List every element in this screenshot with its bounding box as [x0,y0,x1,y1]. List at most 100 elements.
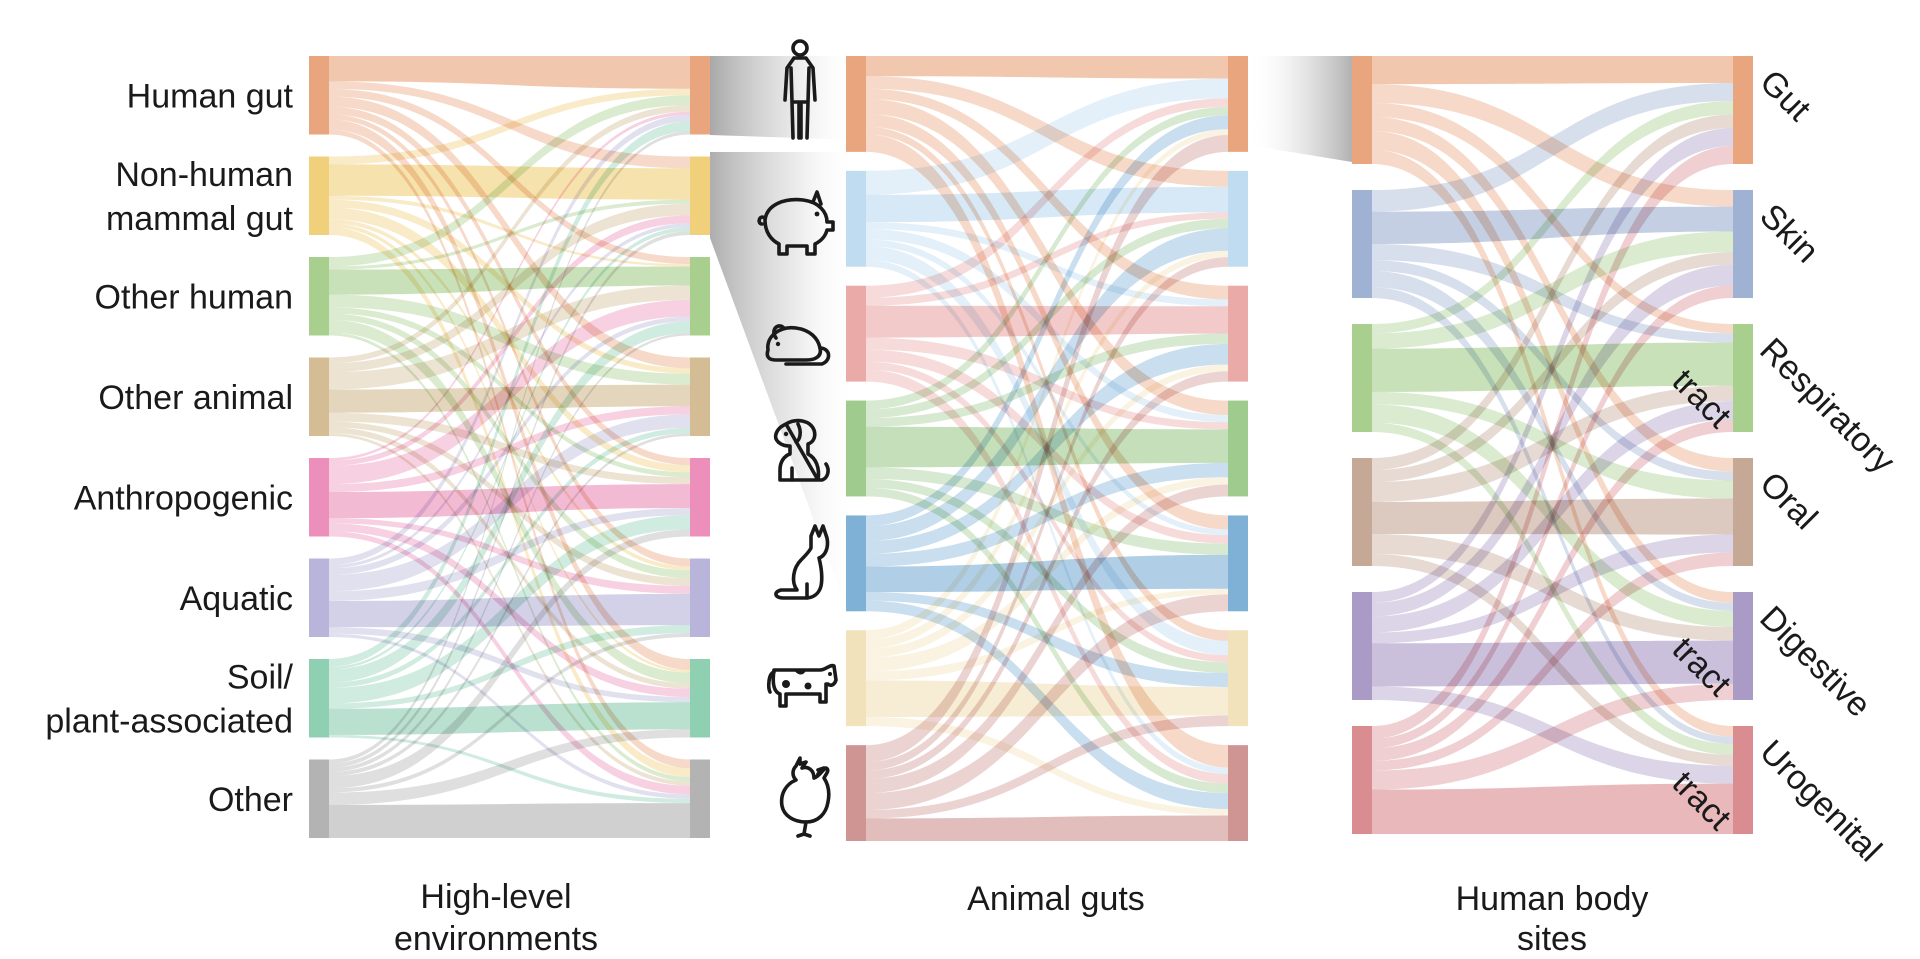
node-environments-right-4 [690,458,710,537]
env-label-other-animal-line-1: Other animal [98,379,293,417]
flow-environments-7-to-5 [329,633,690,793]
zoom-connector-nonhuman-gut [710,152,858,640]
node-body-sites-left-4 [1352,592,1372,700]
flow-animal-guts-2-to-0 [866,98,1228,298]
flow-animal-guts-6-to-3 [866,484,1228,794]
flow-animal-guts-6-to-0 [866,134,1228,763]
panel-title-environments-line-1: High-level [420,878,571,916]
body-label-oral-line-1: Oral [1752,465,1824,537]
panel-title-animal-guts: Animal guts [967,880,1145,918]
node-environments-left-2 [309,257,329,336]
env-label-soil-line-2: plant-associated [45,702,293,740]
flow-animal-guts-1-to-2 [866,222,1228,307]
node-body-sites-left-5 [1352,726,1372,834]
flow-body-sites-4-to-0 [1372,128,1733,603]
node-body-sites-right-0 [1733,56,1753,164]
flow-animal-guts-6-to-4 [866,594,1228,810]
node-body-sites-right-5 [1733,726,1753,834]
body-label-respiratory-line-1: Respiratory [1752,331,1902,481]
node-animal-guts-left-0 [846,56,866,152]
node-body-sites-right-3 [1733,458,1753,566]
node-environments-right-3 [690,357,710,436]
body-label-urogenital-line-1: Urogenital [1752,733,1888,869]
node-body-sites-right-4 [1733,592,1753,700]
flow-body-sites-0-to-0 [1372,56,1733,85]
body-label-gut: Gut [1752,63,1818,129]
node-animal-guts-right-5 [1228,630,1248,727]
rodent-icon [765,324,831,366]
node-environments-right-2 [690,257,710,336]
body-label-skin: Skin [1752,197,1826,271]
node-environments-right-0 [690,56,710,135]
flow-environments-0-to-0 [329,56,690,89]
flow-body-sites-3-to-0 [1372,114,1733,470]
flow-body-sites-5-to-3 [1372,552,1733,771]
node-animal-guts-left-6 [846,745,866,841]
zoom-connector-human-to-bodysites [1248,56,1352,162]
node-animal-guts-left-5 [846,630,866,727]
node-animal-guts-left-2 [846,285,866,382]
body-label-skin-line-1: Skin [1752,197,1826,271]
ribbons-environments [329,56,690,838]
env-label-non-human-line-2: mammal gut [106,200,294,238]
zoom-connectors [710,56,1352,640]
ribbons-animal-guts [866,56,1228,841]
flow-environments-3-to-1 [329,203,690,373]
flow-animal-guts-0-to-0 [866,56,1228,79]
dog-icon [773,418,830,482]
flow-environments-6-to-3 [329,427,690,688]
flow-animal-guts-6-to-6 [866,815,1228,841]
node-body-sites-left-0 [1352,56,1372,164]
node-animal-guts-left-3 [846,400,866,497]
flow-body-sites-5-to-5 [1372,783,1733,834]
panel-title-body-sites-line-1: Human body [1456,880,1649,918]
body-label-gut-line-1: Gut [1752,63,1818,129]
node-animal-guts-right-4 [1228,515,1248,612]
node-animal-guts-right-3 [1228,400,1248,497]
cow-icon [767,663,838,708]
flow-animal-guts-6-to-5 [866,715,1228,819]
flow-environments-6-to-5 [329,625,690,709]
node-environments-right-7 [690,759,710,838]
flow-environments-5-to-4 [329,507,690,602]
node-animal-guts-right-0 [1228,56,1248,152]
flow-environments-7-to-6 [329,729,690,805]
flow-environments-6-to-2 [329,321,690,683]
flow-environments-2-to-2 [329,266,690,295]
env-label-aquatic-line-1: Aquatic [180,580,293,618]
env-label-human-gut-line-1: Human gut [127,77,294,115]
node-animal-guts-right-2 [1228,285,1248,382]
env-label-soil-line-1: Soil/ [227,658,294,696]
chicken-icon [779,756,831,838]
flow-environments-7-to-7 [329,803,690,838]
flow-body-sites-5-to-1 [1372,285,1733,749]
flow-environments-1-to-2 [329,195,690,267]
human-icon [783,39,817,140]
node-environments-left-1 [309,156,329,235]
flow-animal-guts-6-to-2 [866,371,1228,779]
flow-environments-6-to-6 [329,702,690,735]
env-label-anthropogenic-line-1: Anthropogenic [74,479,293,517]
flow-environments-3-to-0 [329,105,690,364]
flow-environments-7-to-4 [329,529,690,789]
nodes-animal-guts-right [1228,56,1248,841]
env-label-other-line-1: Other [208,781,293,819]
flow-body-sites-5-to-0 [1372,146,1733,739]
node-animal-guts-left-4 [846,515,866,612]
panel-animal-guts: Animal guts [757,39,1248,918]
flow-environments-2-to-0 [329,95,690,267]
node-environments-left-3 [309,357,329,436]
body-label-digestive-line-1: Digestive [1752,599,1878,725]
node-animal-guts-right-6 [1228,745,1248,841]
node-environments-left-5 [309,558,329,637]
nodes-environments-right [690,56,710,838]
env-label-other-human-line-1: Other human [95,278,293,316]
flow-animal-guts-6-to-1 [866,257,1228,771]
flow-body-sites-1-to-0 [1372,83,1733,212]
flow-environments-7-to-2 [329,333,690,772]
flow-animal-guts-4-to-0 [866,115,1228,527]
node-environments-left-0 [309,56,329,135]
node-body-sites-left-2 [1352,324,1372,432]
